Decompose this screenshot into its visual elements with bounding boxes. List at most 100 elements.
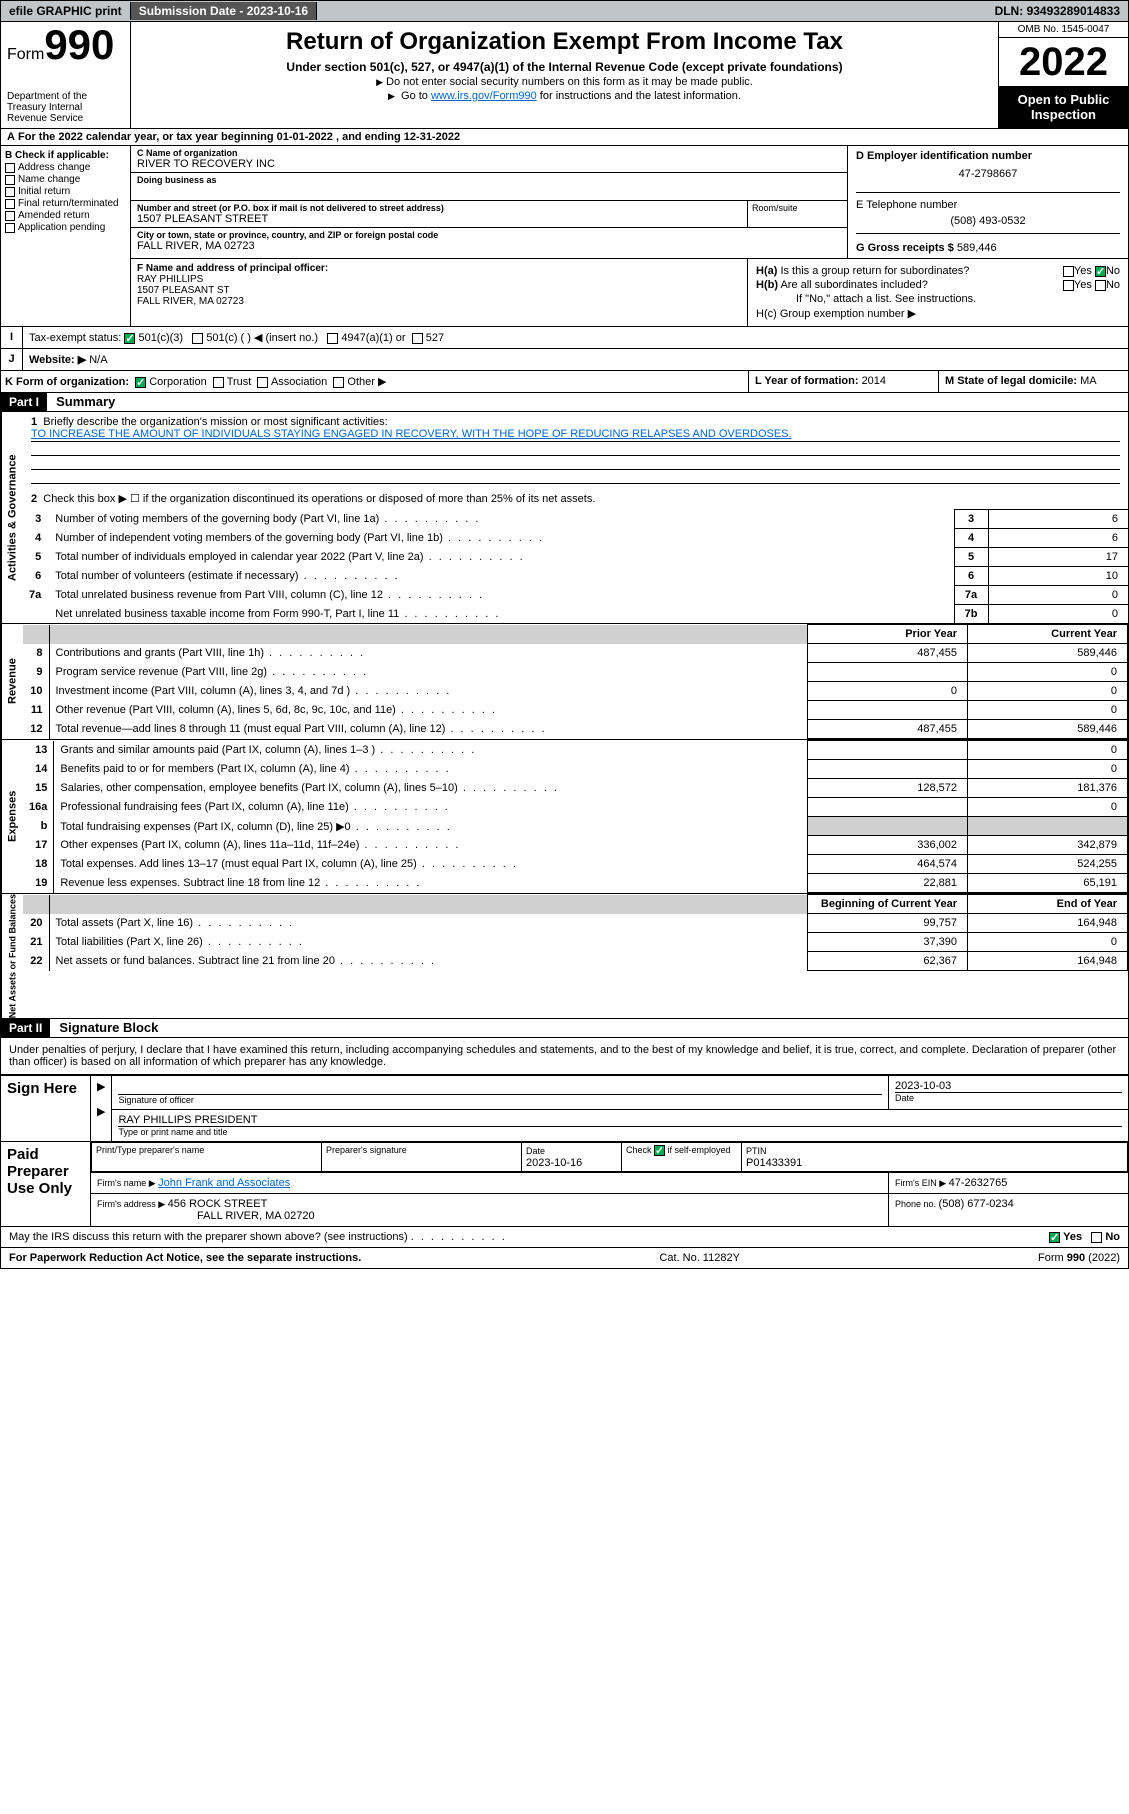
line-text: Other revenue (Part VIII, column (A), li… — [49, 701, 808, 720]
checkbox-icon[interactable] — [1063, 266, 1074, 277]
h-block: H(a) Is this a group return for subordin… — [748, 259, 1128, 326]
part-ii-header: Part II Signature Block — [0, 1019, 1129, 1038]
header-right: OMB No. 1545-0047 2022 Open to Public In… — [998, 22, 1128, 128]
q2-row: 2 Check this box ▶ ☐ if the organization… — [23, 488, 1128, 509]
line-text: Total expenses. Add lines 13–17 (must eq… — [54, 855, 808, 874]
chk-name-change[interactable]: Name change — [5, 174, 126, 185]
org-name-label: C Name of organization — [137, 148, 841, 158]
firm-phone-cell: Phone no. (508) 677-0234 — [889, 1194, 1129, 1227]
end-year-header: End of Year — [968, 895, 1128, 914]
begin-year-value: 62,367 — [808, 952, 968, 971]
line-num: 14 — [23, 760, 54, 779]
department: Department of the Treasury Internal Reve… — [7, 91, 124, 124]
perjury-declaration: Under penalties of perjury, I declare th… — [0, 1038, 1129, 1075]
line-num: 4 — [23, 529, 49, 548]
checkbox-icon[interactable] — [124, 333, 135, 344]
line-box: 5 — [954, 548, 988, 567]
row-i-letter: I — [1, 327, 23, 348]
line-num: 22 — [23, 952, 49, 971]
end-year-value: 164,948 — [968, 914, 1128, 933]
yes-label: Yes — [1063, 1231, 1082, 1243]
irs-link[interactable]: www.irs.gov/Form990 — [431, 90, 537, 102]
street-label: Number and street (or P.O. box if mail i… — [137, 203, 741, 213]
chk-address-change[interactable]: Address change — [5, 162, 126, 173]
checkbox-icon[interactable] — [213, 377, 224, 388]
current-year-value: 0 — [968, 663, 1128, 682]
line-text: Total revenue—add lines 8 through 11 (mu… — [49, 720, 808, 739]
firm-name-value[interactable]: John Frank and Associates — [158, 1177, 290, 1189]
mission-text: TO INCREASE THE AMOUNT OF INDIVIDUALS ST… — [31, 428, 1120, 442]
checkbox-icon[interactable] — [333, 377, 344, 388]
h-c: H(c) Group exemption number ▶ — [756, 307, 1120, 320]
prior-year-value — [808, 798, 968, 817]
table-row: 21 Total liabilities (Part X, line 26) 3… — [23, 933, 1128, 952]
officer-signature-cell: Signature of officer — [112, 1076, 889, 1110]
table-row: 11 Other revenue (Part VIII, column (A),… — [23, 701, 1128, 720]
checkbox-icon[interactable] — [192, 333, 203, 344]
checkbox-icon[interactable] — [1095, 280, 1106, 291]
checkbox-icon[interactable] — [1091, 1232, 1102, 1243]
line-num: 19 — [23, 874, 54, 893]
form-header: Form990 Department of the Treasury Inter… — [0, 22, 1129, 129]
sig-date-value: 2023-10-03 — [895, 1080, 1122, 1092]
prior-year-value: 22,881 — [808, 874, 968, 893]
officer-name: RAY PHILLIPS — [137, 274, 203, 285]
chk-final-return[interactable]: Final return/terminated — [5, 198, 126, 209]
checkbox-icon[interactable] — [327, 333, 338, 344]
opt-other: Other ▶ — [347, 376, 386, 388]
table-row: 6 Total number of volunteers (estimate i… — [23, 567, 1128, 586]
firm-addr-cell: Firm's address ▶ 456 ROCK STREET FALL RI… — [91, 1194, 889, 1227]
prep-name-label: Print/Type preparer's name — [92, 1143, 322, 1172]
checkbox-icon[interactable] — [1095, 266, 1106, 277]
line-num: 7a — [23, 586, 49, 605]
checkbox-icon[interactable] — [257, 377, 268, 388]
paid-preparer-row2: Firm's name ▶ John Frank and Associates … — [1, 1173, 1129, 1194]
phone-label: E Telephone number — [856, 199, 957, 211]
line-text: Program service revenue (Part VIII, line… — [49, 663, 808, 682]
h-b: H(b) Are all subordinates included? Yes … — [756, 279, 1120, 291]
checkbox-icon[interactable] — [1049, 1232, 1060, 1243]
line-box: 7b — [954, 605, 988, 624]
checkbox-icon — [5, 199, 15, 209]
blank-line — [31, 470, 1120, 484]
line-text: Total assets (Part X, line 16) — [49, 914, 808, 933]
blank-cell — [49, 895, 808, 914]
part-i-title: Summary — [50, 394, 115, 409]
city-label: City or town, state or province, country… — [137, 230, 841, 240]
checkbox-icon[interactable] — [412, 333, 423, 344]
line-text: Other expenses (Part IX, column (A), lin… — [54, 836, 808, 855]
chk-amended[interactable]: Amended return — [5, 210, 126, 221]
chk-application-pending[interactable]: Application pending — [5, 222, 126, 233]
officer-name-row: RAY PHILLIPS PRESIDENT Type or print nam… — [1, 1110, 1129, 1142]
tax-exempt-label: Tax-exempt status: — [29, 332, 121, 344]
period-pre: For the 2022 calendar year, or tax year … — [18, 131, 277, 143]
line-num: 18 — [23, 855, 54, 874]
prior-year-value: 128,572 — [808, 779, 968, 798]
line-value: 10 — [988, 567, 1128, 586]
line-text: Number of independent voting members of … — [49, 529, 954, 548]
line-value: 0 — [988, 586, 1128, 605]
q1-text: Briefly describe the organization's miss… — [43, 416, 387, 428]
h-a: H(a) Is this a group return for subordin… — [756, 265, 1120, 277]
prep-date-label: Date — [526, 1146, 545, 1156]
checkbox-icon[interactable] — [654, 1145, 665, 1156]
chk-initial-return[interactable]: Initial return — [5, 186, 126, 197]
checkbox-icon[interactable] — [135, 377, 146, 388]
period-mid: , and ending — [333, 131, 404, 143]
current-year-value: 589,446 — [968, 644, 1128, 663]
opt-trust: Trust — [227, 376, 252, 388]
ein-label: D Employer identification number — [856, 150, 1032, 162]
line-value: 0 — [988, 605, 1128, 624]
checkbox-icon[interactable] — [1063, 280, 1074, 291]
line-num: 10 — [23, 682, 49, 701]
table-row: 16a Professional fundraising fees (Part … — [23, 798, 1128, 817]
blank-cell — [49, 625, 808, 644]
line-num: 13 — [23, 741, 54, 760]
prior-year-header: Prior Year — [808, 625, 968, 644]
table-row: 17 Other expenses (Part IX, column (A), … — [23, 836, 1128, 855]
officer-printed: RAY PHILLIPS PRESIDENT — [118, 1114, 1122, 1126]
efile-print-button[interactable]: efile GRAPHIC print — [1, 2, 131, 20]
website-value: N/A — [89, 354, 107, 366]
street-field: Number and street (or P.O. box if mail i… — [131, 201, 747, 227]
city-field: City or town, state or province, country… — [131, 228, 847, 254]
